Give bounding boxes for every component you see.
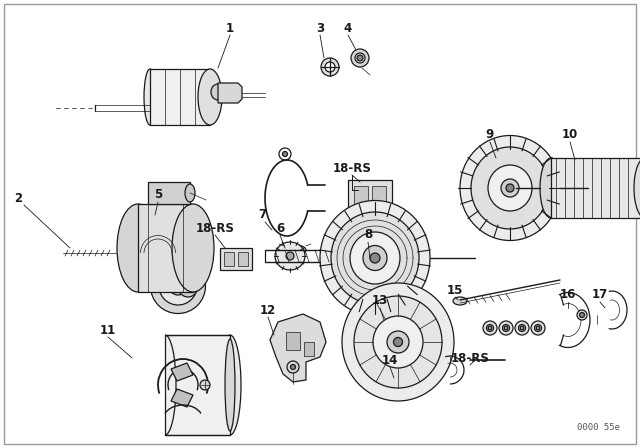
Ellipse shape bbox=[211, 84, 225, 100]
Ellipse shape bbox=[320, 201, 430, 315]
Ellipse shape bbox=[117, 204, 159, 292]
Text: 4: 4 bbox=[344, 22, 352, 34]
Ellipse shape bbox=[520, 326, 524, 330]
Ellipse shape bbox=[518, 324, 525, 332]
Ellipse shape bbox=[321, 58, 339, 76]
Ellipse shape bbox=[531, 321, 545, 335]
Ellipse shape bbox=[200, 380, 210, 390]
Text: 2: 2 bbox=[14, 191, 22, 204]
Ellipse shape bbox=[577, 310, 587, 320]
Bar bbox=[220, 248, 252, 270]
Ellipse shape bbox=[220, 86, 228, 98]
Ellipse shape bbox=[363, 246, 387, 271]
Ellipse shape bbox=[282, 151, 287, 156]
Ellipse shape bbox=[634, 158, 640, 218]
Text: 11: 11 bbox=[100, 323, 116, 336]
Text: 18-RS: 18-RS bbox=[333, 161, 371, 175]
Ellipse shape bbox=[370, 253, 380, 263]
Ellipse shape bbox=[502, 324, 509, 332]
Bar bbox=[238, 252, 248, 266]
Ellipse shape bbox=[373, 316, 423, 368]
Bar bbox=[148, 182, 190, 204]
Polygon shape bbox=[171, 389, 193, 407]
Ellipse shape bbox=[286, 252, 294, 260]
Ellipse shape bbox=[144, 69, 156, 125]
Text: 18-RS: 18-RS bbox=[196, 221, 234, 234]
Bar bbox=[304, 342, 314, 356]
Ellipse shape bbox=[289, 247, 301, 253]
Ellipse shape bbox=[536, 326, 540, 330]
Ellipse shape bbox=[488, 165, 532, 211]
Text: 3: 3 bbox=[316, 22, 324, 34]
Ellipse shape bbox=[185, 184, 195, 202]
Ellipse shape bbox=[178, 275, 198, 297]
Ellipse shape bbox=[540, 158, 562, 218]
Ellipse shape bbox=[488, 326, 492, 330]
Ellipse shape bbox=[172, 204, 214, 292]
Ellipse shape bbox=[350, 232, 400, 284]
Text: 1: 1 bbox=[226, 22, 234, 34]
Ellipse shape bbox=[499, 321, 513, 335]
Text: 13: 13 bbox=[372, 293, 388, 306]
Ellipse shape bbox=[225, 339, 235, 431]
Ellipse shape bbox=[284, 245, 306, 255]
Ellipse shape bbox=[351, 49, 369, 67]
Ellipse shape bbox=[331, 212, 419, 304]
Polygon shape bbox=[348, 180, 392, 220]
Ellipse shape bbox=[534, 324, 541, 332]
Polygon shape bbox=[270, 314, 326, 382]
Ellipse shape bbox=[342, 283, 454, 401]
Ellipse shape bbox=[150, 258, 205, 314]
Bar bbox=[224, 252, 234, 266]
Bar bbox=[354, 186, 368, 204]
Ellipse shape bbox=[354, 296, 442, 388]
Ellipse shape bbox=[453, 297, 467, 305]
Text: 8: 8 bbox=[364, 228, 372, 241]
Text: 0000 55e: 0000 55e bbox=[577, 423, 620, 432]
Ellipse shape bbox=[460, 135, 560, 241]
Ellipse shape bbox=[355, 53, 365, 63]
Ellipse shape bbox=[394, 337, 403, 346]
Ellipse shape bbox=[579, 313, 584, 318]
Text: 14: 14 bbox=[382, 353, 398, 366]
Text: 6: 6 bbox=[276, 221, 284, 234]
Ellipse shape bbox=[279, 148, 291, 160]
Ellipse shape bbox=[471, 147, 549, 229]
Bar bbox=[372, 186, 386, 204]
Polygon shape bbox=[165, 335, 230, 435]
Ellipse shape bbox=[159, 267, 197, 305]
Ellipse shape bbox=[515, 321, 529, 335]
Ellipse shape bbox=[275, 242, 305, 270]
Ellipse shape bbox=[291, 365, 296, 370]
Ellipse shape bbox=[501, 179, 519, 197]
Ellipse shape bbox=[483, 321, 497, 335]
Text: 18-RS: 18-RS bbox=[451, 352, 490, 365]
Text: 12: 12 bbox=[260, 303, 276, 316]
Polygon shape bbox=[551, 158, 640, 218]
Text: 17: 17 bbox=[592, 289, 608, 302]
Ellipse shape bbox=[357, 55, 363, 61]
Polygon shape bbox=[218, 83, 242, 103]
Ellipse shape bbox=[504, 326, 508, 330]
Ellipse shape bbox=[198, 69, 222, 125]
Text: 15: 15 bbox=[447, 284, 463, 297]
Text: 9: 9 bbox=[486, 129, 494, 142]
Text: 10: 10 bbox=[562, 129, 578, 142]
Ellipse shape bbox=[219, 335, 241, 435]
Text: 7: 7 bbox=[258, 208, 266, 221]
Ellipse shape bbox=[325, 62, 335, 72]
Polygon shape bbox=[171, 363, 193, 381]
Text: 16: 16 bbox=[560, 289, 576, 302]
Text: 5: 5 bbox=[154, 189, 162, 202]
Ellipse shape bbox=[506, 184, 514, 192]
Bar bbox=[286, 332, 300, 350]
Ellipse shape bbox=[387, 331, 409, 353]
Ellipse shape bbox=[169, 277, 187, 295]
Polygon shape bbox=[138, 204, 193, 292]
Ellipse shape bbox=[486, 324, 493, 332]
Polygon shape bbox=[150, 69, 210, 125]
Ellipse shape bbox=[287, 361, 299, 373]
